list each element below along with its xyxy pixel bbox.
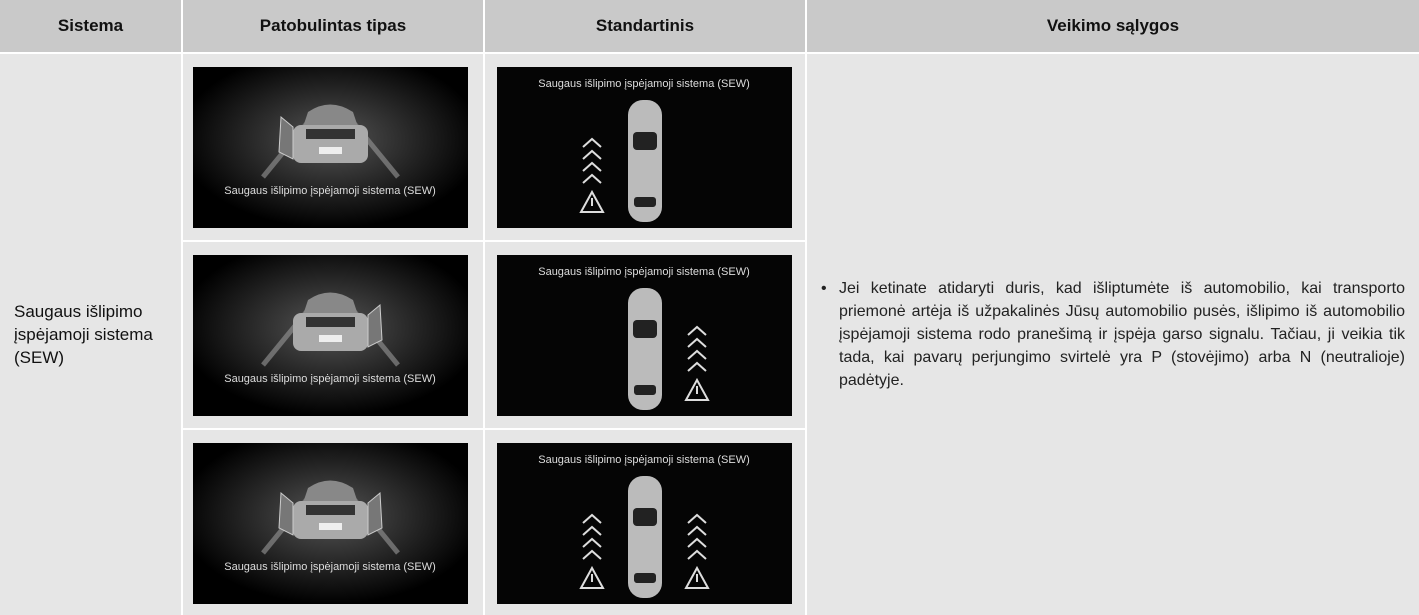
standard-image: Saugaus išlipimo įspėjamoji sistema (SEW…: [497, 67, 792, 228]
caption: Saugaus išlipimo įspėjamoji sistema (SEW…: [224, 373, 436, 385]
car-rear-window: [634, 573, 656, 583]
car-rear-window: [634, 385, 656, 395]
header-cell: Sistema: [0, 0, 181, 52]
open-door: [367, 491, 383, 536]
system-name: Saugaus išlipimo įspėjamoji sistema (SEW…: [14, 302, 153, 367]
standard-image: Saugaus išlipimo įspėjamoji sistema (SEW…: [497, 443, 792, 604]
chevron: [687, 349, 707, 360]
chevron: [687, 525, 707, 536]
warning-triangle: [579, 565, 605, 589]
car-windshield: [633, 320, 657, 338]
chevron: [582, 149, 602, 160]
chevron: [582, 513, 602, 524]
condition-cell: Jei ketinate atidaryti duris, kad išlipt…: [807, 54, 1419, 615]
caption: Saugaus išlipimo įspėjamoji sistema (SEW…: [224, 185, 436, 197]
open-door: [367, 303, 383, 348]
system-cell: Saugaus išlipimo įspėjamoji sistema (SEW…: [0, 54, 181, 615]
car-top: [628, 100, 662, 222]
open-door: [278, 491, 294, 536]
caption: Saugaus išlipimo įspėjamoji sistema (SEW…: [538, 266, 750, 278]
condition-text: Jei ketinate atidaryti duris, kad išlipt…: [819, 277, 1405, 392]
chevron: [687, 537, 707, 548]
warning-triangle: [579, 189, 605, 213]
car-plate: [319, 335, 342, 342]
car-rear-window: [634, 197, 656, 207]
chevron: [582, 537, 602, 548]
caption: Saugaus išlipimo įspėjamoji sistema (SEW…: [538, 78, 750, 90]
caption: Saugaus išlipimo įspėjamoji sistema (SEW…: [224, 561, 436, 573]
car-roof: [303, 104, 358, 127]
chevron: [582, 525, 602, 536]
chevron: [687, 361, 707, 372]
chevron: [687, 325, 707, 336]
car-plate: [319, 523, 342, 530]
car-plate: [319, 147, 342, 154]
enhanced-image: Saugaus išlipimo įspėjamoji sistema (SEW…: [193, 255, 468, 416]
car-window: [306, 317, 355, 327]
car-roof: [303, 480, 358, 503]
warning-triangle: [684, 377, 710, 401]
chevron: [582, 549, 602, 560]
caption: Saugaus išlipimo įspėjamoji sistema (SEW…: [538, 454, 750, 466]
chevron: [687, 549, 707, 560]
car-window: [306, 129, 355, 139]
header-cell: Veikimo sąlygos: [807, 0, 1419, 52]
car-window: [306, 505, 355, 515]
chevron: [582, 173, 602, 184]
enhanced-image: Saugaus išlipimo įspėjamoji sistema (SEW…: [193, 443, 468, 604]
chevron: [582, 137, 602, 148]
car-windshield: [633, 508, 657, 526]
car-windshield: [633, 132, 657, 150]
header-cell: Patobulintas tipas: [183, 0, 483, 52]
car-top: [628, 288, 662, 410]
open-door: [278, 115, 294, 160]
chevron: [687, 513, 707, 524]
standard-image: Saugaus išlipimo įspėjamoji sistema (SEW…: [497, 255, 792, 416]
chevron: [582, 161, 602, 172]
enhanced-image: Saugaus išlipimo įspėjamoji sistema (SEW…: [193, 67, 468, 228]
warning-triangle: [684, 565, 710, 589]
header-cell: Standartinis: [485, 0, 805, 52]
car-top: [628, 476, 662, 598]
chevron: [687, 337, 707, 348]
car-roof: [303, 292, 358, 315]
